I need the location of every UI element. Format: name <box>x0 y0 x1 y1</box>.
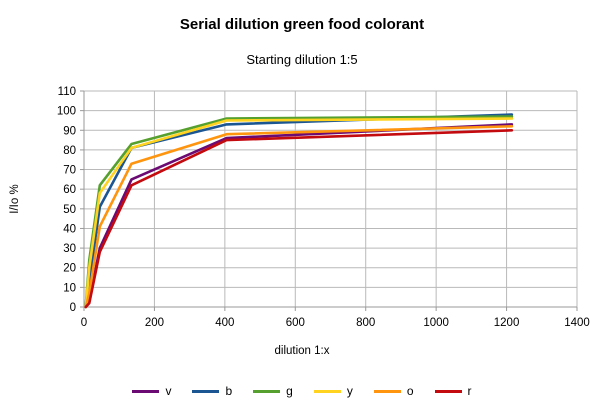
y-tick-label: 30 <box>63 243 76 255</box>
x-tick-label: 1000 <box>423 317 449 329</box>
legend-swatch-r <box>434 389 462 393</box>
legend-label-g: g <box>286 384 293 398</box>
y-tick-label: 70 <box>63 165 76 177</box>
y-tick-label: 80 <box>63 145 76 157</box>
x-axis-title: dilution 1:x <box>274 345 330 357</box>
legend-label-y: y <box>346 384 353 398</box>
x-tick-label: 800 <box>356 317 375 329</box>
y-tick-label: 10 <box>63 282 76 294</box>
series-line-y <box>84 117 514 309</box>
series-line-o <box>84 125 514 309</box>
y-axis-title: I/Io % <box>9 184 21 214</box>
y-tick-label: 110 <box>58 86 76 98</box>
y-tick-label: 0 <box>70 302 76 314</box>
y-tick-label: 40 <box>63 223 76 235</box>
x-tick-label: 600 <box>286 317 305 329</box>
legend-swatch-b <box>192 389 220 393</box>
x-tick-label: 1400 <box>564 317 590 329</box>
y-tick-label: 90 <box>63 125 76 137</box>
legend-label-v: v <box>165 384 172 398</box>
legend-item-v: v <box>132 385 171 397</box>
y-tick-label: 50 <box>63 204 76 216</box>
legend-swatch-y <box>313 389 341 393</box>
x-tick-label: 200 <box>145 317 164 329</box>
legend-item-g: g <box>253 385 293 397</box>
series-line-v <box>84 123 514 309</box>
x-tick-label: 1200 <box>494 317 520 329</box>
legend-item-r: r <box>434 384 472 398</box>
y-tick-label: 20 <box>63 263 76 275</box>
series-line-r <box>84 129 514 309</box>
legend-item-y: y <box>313 384 353 398</box>
legend-swatch-v <box>132 389 160 393</box>
series-line-g <box>84 115 514 307</box>
chart-subtitle: Starting dilution 1:5 <box>246 52 358 67</box>
x-tick-label: 0 <box>81 317 87 329</box>
legend-item-b: b <box>192 385 232 397</box>
legend-swatch-o <box>373 389 401 393</box>
y-tick-label: 60 <box>63 184 76 196</box>
legend-label-r: r <box>467 384 472 398</box>
legend-item-o: o <box>373 384 414 398</box>
y-tick-label: 100 <box>57 106 76 118</box>
chart-title: Serial dilution green food colorant <box>179 16 425 33</box>
x-tick-label: 400 <box>215 317 234 329</box>
legend-label-o: o <box>406 384 414 398</box>
legend-swatch-g <box>253 389 281 393</box>
legend-label-b: b <box>225 384 233 398</box>
